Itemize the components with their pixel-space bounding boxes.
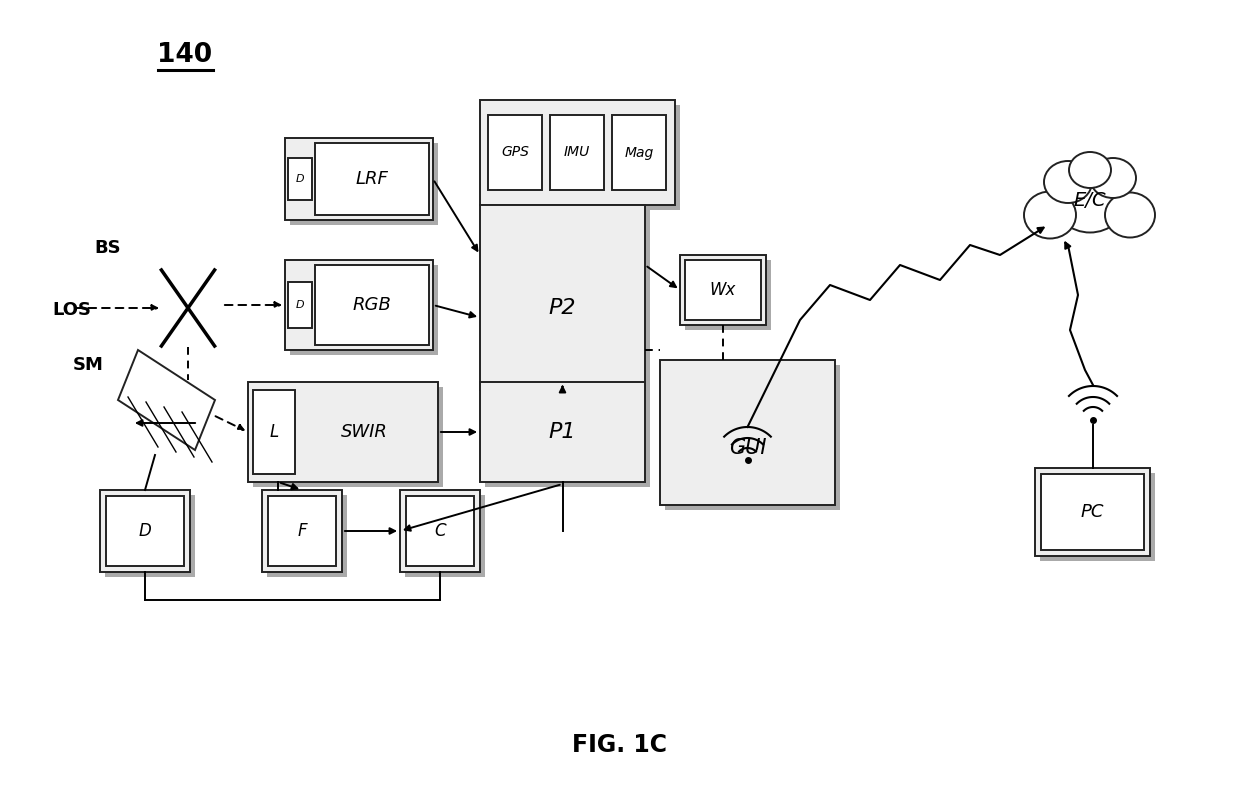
Text: P1: P1	[549, 422, 577, 442]
Text: LOS: LOS	[52, 301, 92, 319]
Text: IMU: IMU	[564, 145, 590, 160]
FancyBboxPatch shape	[680, 255, 766, 325]
FancyBboxPatch shape	[1040, 473, 1154, 561]
Text: Mag: Mag	[625, 145, 653, 160]
FancyBboxPatch shape	[100, 490, 190, 572]
FancyBboxPatch shape	[613, 115, 666, 190]
Ellipse shape	[1024, 192, 1076, 238]
FancyBboxPatch shape	[288, 282, 312, 328]
Text: L: L	[269, 423, 279, 441]
FancyBboxPatch shape	[1042, 474, 1145, 550]
Text: 140: 140	[157, 42, 212, 68]
FancyBboxPatch shape	[660, 360, 835, 505]
FancyBboxPatch shape	[665, 365, 839, 510]
FancyBboxPatch shape	[485, 387, 650, 487]
FancyBboxPatch shape	[285, 260, 433, 350]
Ellipse shape	[1105, 193, 1154, 237]
FancyBboxPatch shape	[253, 390, 295, 474]
FancyBboxPatch shape	[253, 387, 443, 487]
FancyBboxPatch shape	[405, 496, 474, 566]
FancyBboxPatch shape	[262, 490, 342, 572]
FancyBboxPatch shape	[288, 158, 312, 200]
Polygon shape	[118, 350, 215, 450]
FancyBboxPatch shape	[401, 490, 480, 572]
FancyBboxPatch shape	[105, 496, 184, 566]
FancyBboxPatch shape	[1035, 468, 1149, 556]
FancyBboxPatch shape	[405, 495, 485, 577]
Text: C: C	[434, 522, 446, 540]
FancyBboxPatch shape	[268, 496, 336, 566]
FancyBboxPatch shape	[485, 210, 650, 395]
Text: F: F	[298, 522, 306, 540]
Ellipse shape	[1090, 158, 1136, 198]
FancyBboxPatch shape	[480, 100, 675, 205]
Text: Wx: Wx	[709, 281, 737, 299]
Text: SWIR: SWIR	[341, 423, 387, 441]
Text: D: D	[139, 522, 151, 540]
FancyBboxPatch shape	[480, 382, 645, 482]
FancyBboxPatch shape	[315, 265, 429, 345]
FancyBboxPatch shape	[551, 115, 604, 190]
Text: D: D	[295, 174, 304, 184]
FancyBboxPatch shape	[480, 205, 645, 390]
Ellipse shape	[1054, 168, 1126, 233]
Text: D: D	[295, 300, 304, 310]
FancyBboxPatch shape	[290, 265, 438, 355]
Ellipse shape	[1044, 161, 1092, 203]
Text: RGB: RGB	[352, 296, 392, 314]
Text: LRF: LRF	[356, 170, 388, 188]
Text: P2: P2	[549, 297, 577, 317]
FancyBboxPatch shape	[105, 495, 195, 577]
FancyBboxPatch shape	[315, 143, 429, 215]
FancyBboxPatch shape	[290, 143, 438, 225]
Text: PC: PC	[1081, 503, 1105, 521]
FancyBboxPatch shape	[684, 260, 771, 330]
FancyBboxPatch shape	[267, 495, 347, 577]
Text: GUI: GUI	[729, 438, 766, 458]
Text: SM: SM	[73, 356, 103, 374]
Text: E/C: E/C	[1074, 190, 1106, 209]
Text: GPS: GPS	[501, 145, 529, 160]
Ellipse shape	[1069, 152, 1111, 188]
FancyBboxPatch shape	[485, 105, 680, 210]
Text: BS: BS	[94, 239, 122, 257]
Text: FIG. 1C: FIG. 1C	[573, 733, 667, 757]
FancyBboxPatch shape	[489, 115, 542, 190]
FancyBboxPatch shape	[285, 138, 433, 220]
FancyBboxPatch shape	[248, 382, 438, 482]
FancyBboxPatch shape	[684, 260, 761, 320]
